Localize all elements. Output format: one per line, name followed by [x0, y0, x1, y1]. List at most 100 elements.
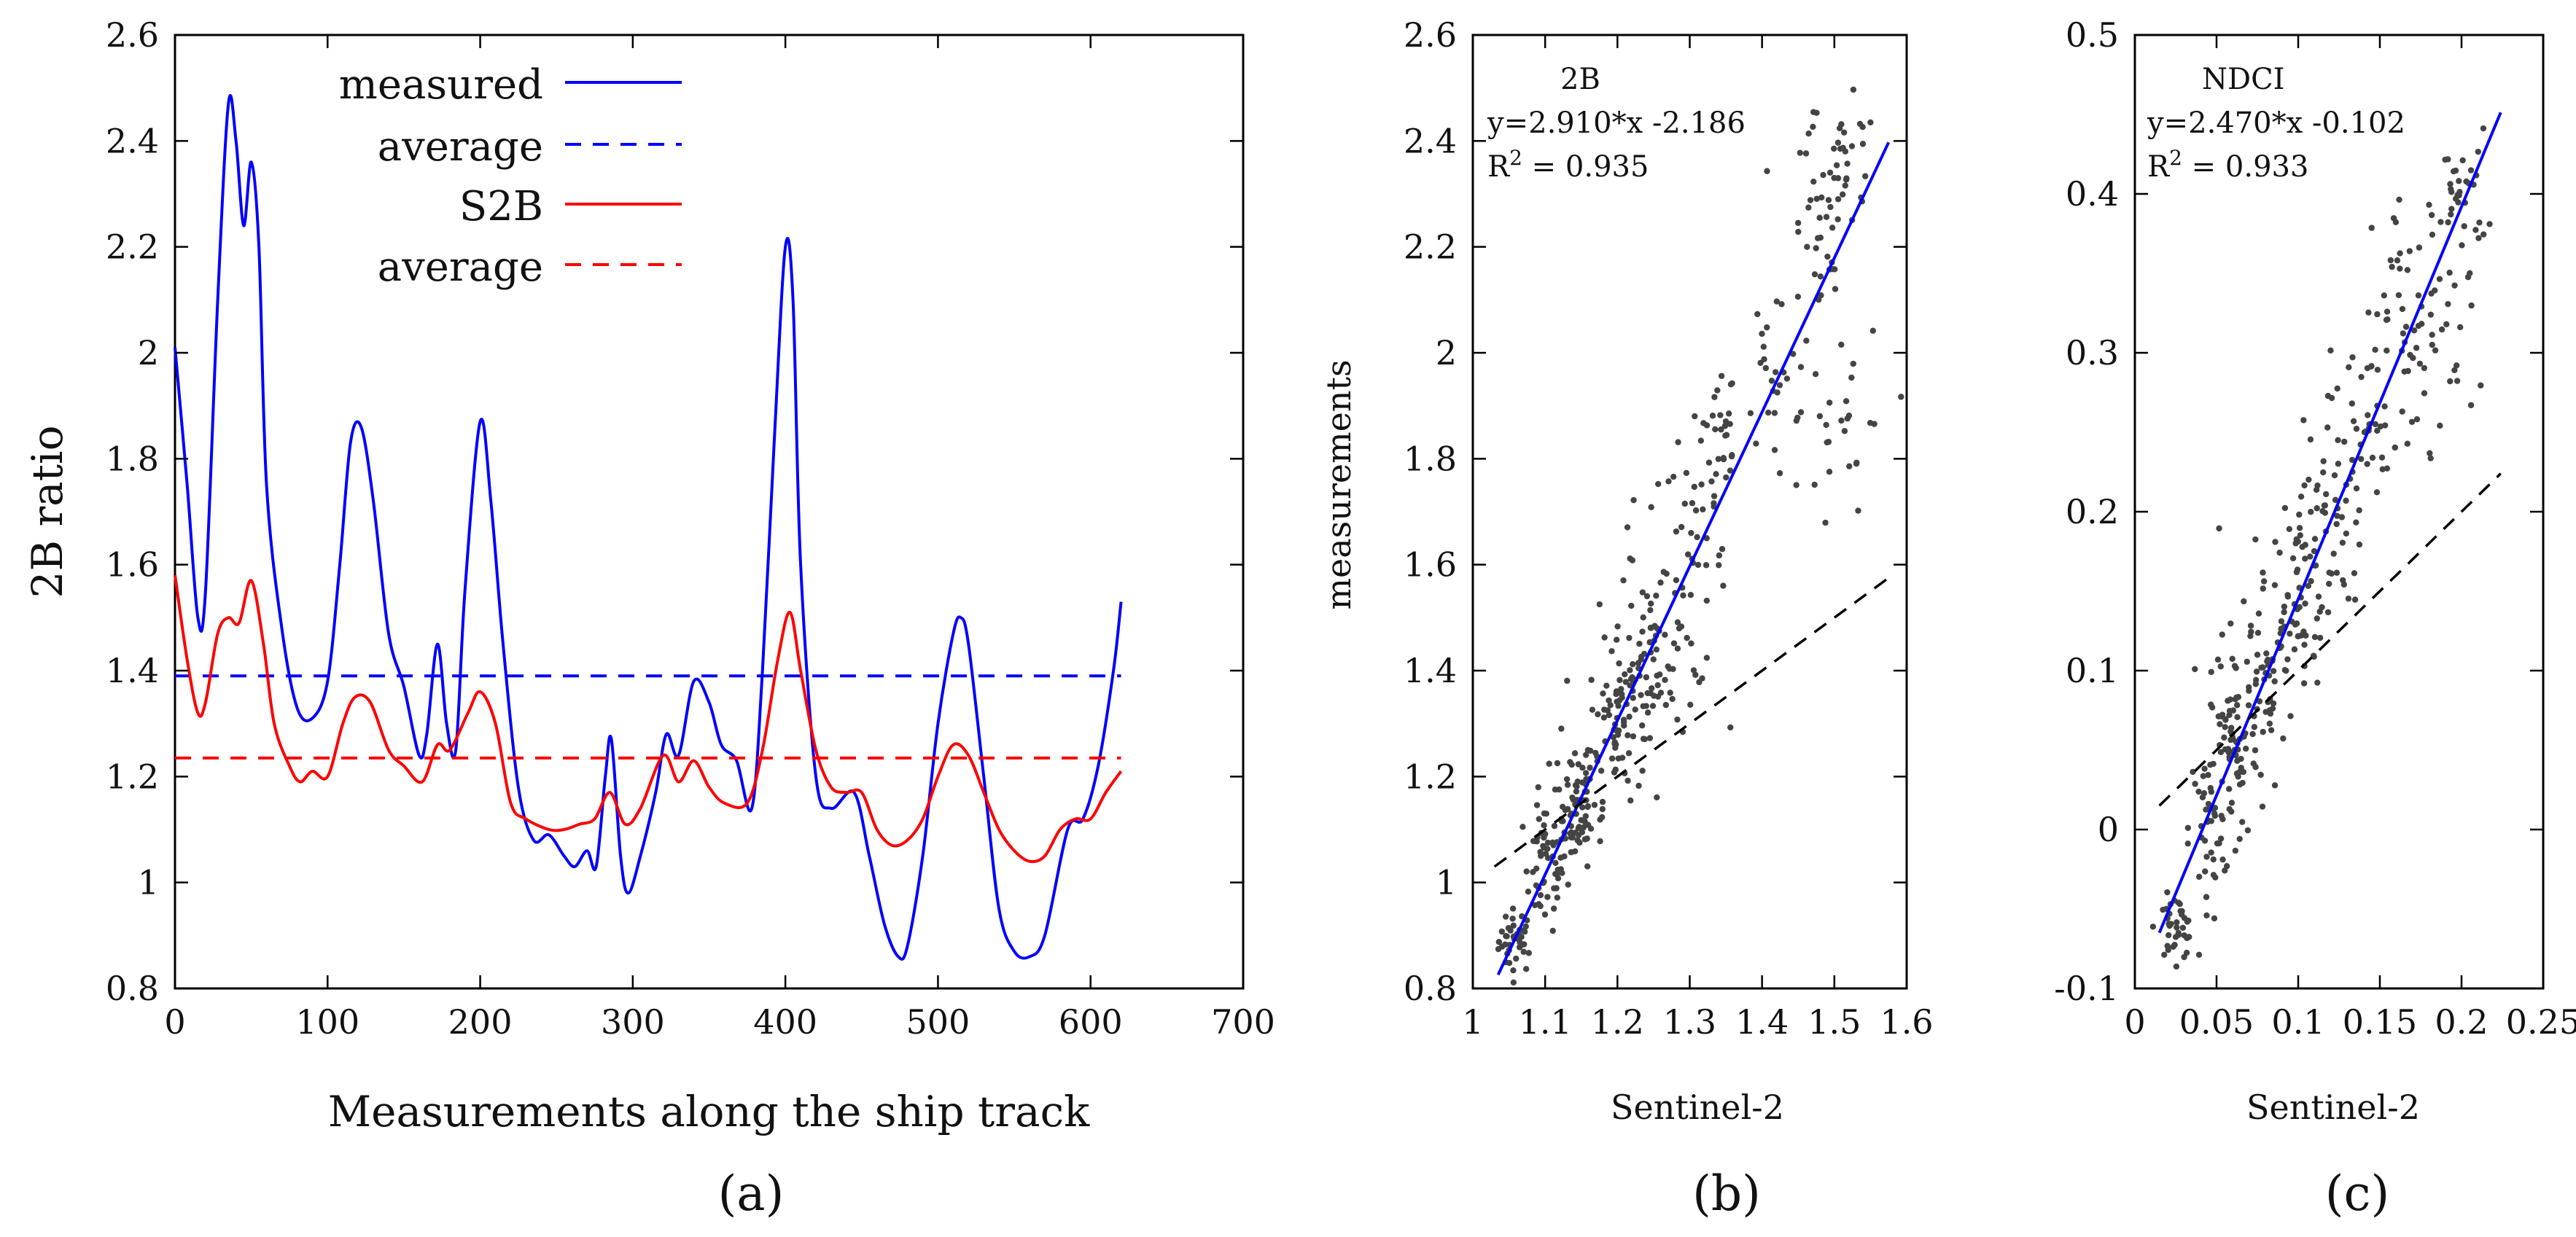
panel-c-data-point: [2203, 912, 2210, 919]
panel-c-data-point: [2404, 440, 2411, 447]
panel-c-data-point: [2171, 942, 2178, 948]
panel-c-data-point: [2335, 461, 2342, 467]
panel-b-data-point: [1810, 123, 1816, 130]
panel-b-data-point: [1718, 372, 1725, 379]
panel-c-fit-line: [2157, 112, 2502, 934]
panel-b-data-point: [1729, 451, 1735, 458]
panel-c-data-point: [2452, 167, 2459, 174]
panel-b-data-point: [1595, 711, 1601, 718]
panel-b-data-point: [1797, 149, 1804, 156]
panel-c-data-point: [2270, 668, 2277, 674]
panel-a-x-tick-label: 400: [753, 1002, 817, 1042]
panel-c-data-point: [2311, 547, 2318, 555]
panel-b-data-point: [1630, 695, 1636, 701]
panel-c-data-point: [2428, 211, 2435, 219]
panel-b-data-point: [1813, 245, 1819, 251]
panel-c-data-point: [2254, 652, 2261, 658]
panel-b-data-point: [1628, 602, 1635, 609]
panel-c-data-point: [2397, 265, 2403, 272]
panel-b-data-point: [1632, 706, 1638, 713]
panel-c-data-point: [2199, 794, 2206, 801]
panel-a-y-tick-label: 1.2: [106, 757, 159, 796]
panel-c-data-point: [2287, 631, 2293, 637]
panel-c-data-point: [2373, 489, 2381, 496]
panel-c-data-point: [2219, 631, 2225, 638]
panel-a-y-tick-label: 2.2: [106, 227, 159, 267]
panel-c-data-point: [2208, 849, 2214, 856]
panel-b-data-point: [1747, 410, 1754, 417]
panel-b-data-point: [1680, 592, 1686, 599]
panel-b-data-point: [1839, 191, 1846, 198]
panel-b-data-point: [1862, 173, 1869, 179]
panel-c-data-point: [2228, 800, 2235, 806]
panel-c-data-point: [2211, 915, 2218, 922]
panel-b-data-point: [1622, 671, 1628, 678]
panel-b-data-point: [1620, 717, 1627, 723]
panel-c-data-point: [2174, 924, 2180, 931]
panel-b-data-point: [1606, 711, 1613, 719]
panel-b-data-point: [1898, 394, 1904, 400]
panel-c-data-point: [2192, 666, 2198, 673]
panel-c-data-point: [2252, 676, 2260, 684]
panel-b-data-point: [1654, 480, 1662, 488]
panel-b-data-point: [1673, 528, 1680, 535]
panel-c-data-point: [2239, 779, 2246, 787]
panel-c-data-point: [2436, 276, 2443, 283]
panel-b-data-point: [1579, 829, 1586, 835]
panel-c-data-point: [2322, 502, 2329, 509]
panel-a-y-tick-label: 1.8: [106, 439, 159, 478]
panel-b-data-point: [1582, 770, 1589, 776]
panel-b-data-point: [1627, 797, 1634, 804]
panel-c-x-tick-label: 0.05: [2179, 1002, 2254, 1042]
panel-c-x-tick-label: 0.2: [2435, 1002, 2488, 1042]
panel-c-data-point: [2227, 736, 2234, 744]
panel-c-data-point: [2225, 749, 2232, 756]
panel-c-data-point: [2201, 838, 2209, 844]
panel-c-data-point: [2429, 332, 2435, 338]
panel-b-r-squared: R2 = 0.935: [1487, 146, 1649, 184]
panel-b-data-point: [1665, 663, 1671, 670]
panel-b-x-tick-label: 1.1: [1519, 1002, 1572, 1042]
panel-c-data-point: [2281, 609, 2287, 615]
panel-b-data-point: [1871, 421, 1877, 427]
panel-c-data-point: [2179, 924, 2187, 931]
panel-b-data-point: [1648, 600, 1654, 607]
panel-c-y-tick-label: -0.1: [2054, 969, 2119, 1008]
panel-b-data-point: [1556, 786, 1563, 793]
panel-a-y-tick-label: 2.4: [106, 121, 159, 160]
panel-c-data-point: [2392, 219, 2400, 226]
panel-a-plot-frame: [174, 34, 1245, 990]
panel-b-data-point: [1834, 216, 1841, 222]
panel-b-data-point: [1648, 684, 1655, 692]
panel-b-data-point: [1569, 834, 1576, 841]
panel-c-data-point: [2459, 242, 2465, 249]
panel-c-data-point: [2381, 292, 2387, 299]
panel-c-one-to-one-line: [2158, 472, 2502, 807]
panel-c-data-point: [2255, 610, 2262, 617]
panel-a-x-tick-label: 200: [448, 1002, 513, 1042]
panel-a-line-chart: 0 100 200 300 400 500 600 700 0.8 1 1.2 1.4 1.6 1.8 2 2…: [23, 15, 1275, 1222]
panel-b-data-point: [1587, 765, 1593, 771]
panel-c-data-point: [2308, 578, 2314, 585]
panel-c-data-point: [2307, 553, 2314, 560]
panel-b-data-point: [1794, 293, 1802, 300]
panel-b-data-point: [1842, 148, 1849, 155]
panel-b-data-point: [1850, 86, 1857, 93]
panel-b-data-point: [1816, 413, 1824, 420]
panel-c-data-point: [2374, 367, 2381, 373]
panel-c-data-point: [2445, 219, 2451, 226]
panel-c-data-point: [2276, 550, 2283, 556]
panel-b-data-point: [1541, 844, 1547, 851]
panel-c-data-point: [2260, 585, 2266, 592]
panel-b-data-point: [1805, 204, 1812, 211]
panel-b-data-point: [1818, 194, 1825, 201]
panel-c-y-tick-label: 0.3: [2066, 333, 2119, 372]
panel-b-data-point: [1805, 130, 1812, 137]
panel-b-data-point: [1657, 580, 1664, 586]
panel-c-data-point: [2384, 308, 2391, 315]
panel-b-data-point: [1762, 364, 1770, 372]
panel-b-data-point: [1613, 691, 1619, 698]
panel-b-y-tick-label: 1.6: [1404, 545, 1457, 585]
panel-b-data-point: [1816, 214, 1823, 221]
panel-b-data-point: [1803, 337, 1810, 344]
